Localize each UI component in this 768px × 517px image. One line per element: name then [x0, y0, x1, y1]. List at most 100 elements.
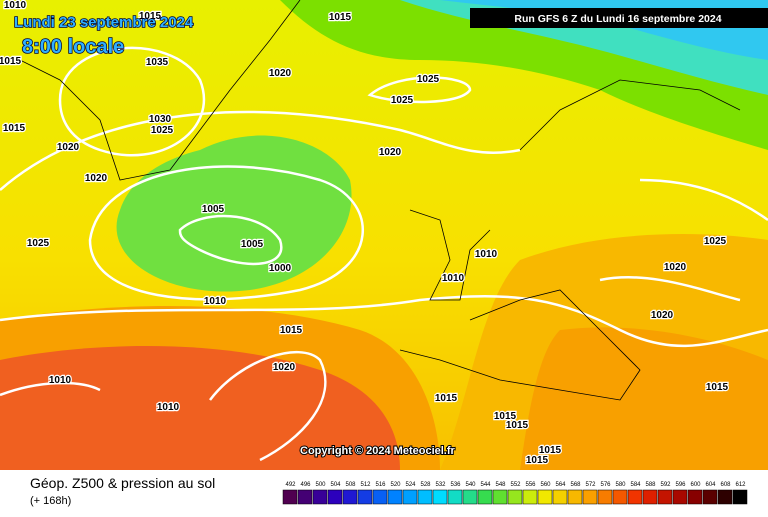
scale-swatch — [717, 489, 733, 505]
scale-swatch — [582, 489, 598, 505]
scale-label: 536 — [450, 482, 461, 488]
isobar-label: 1000 — [269, 263, 292, 274]
isobar — [0, 381, 101, 397]
copyright: Copyright © 2024 Meteociel.fr — [300, 445, 456, 457]
scale-swatch — [702, 489, 718, 505]
scale-label: 516 — [375, 482, 386, 488]
isobar-label: 1010 — [442, 273, 465, 284]
scale-label: 520 — [390, 482, 401, 488]
isobar-label: 1015 — [539, 445, 562, 456]
orange-south-field — [520, 327, 768, 470]
scale-swatch — [732, 489, 748, 505]
scale-swatch — [282, 489, 298, 505]
isobar-label: 1020 — [379, 147, 402, 158]
isobar — [367, 76, 472, 104]
isobar-label: 1020 — [57, 142, 80, 153]
isobar — [178, 214, 283, 266]
scale-swatch — [477, 489, 493, 505]
isobar-label: 1035 — [146, 57, 169, 68]
scale-swatch — [687, 489, 703, 505]
scale-swatch — [327, 489, 343, 505]
scale-label: 592 — [660, 482, 671, 488]
local-time: 8:00 locale — [22, 36, 124, 58]
scale-label: 556 — [525, 482, 536, 488]
isobar — [599, 276, 741, 302]
scale-swatch — [522, 489, 538, 505]
isobar — [209, 350, 327, 462]
scale-swatch — [552, 489, 568, 505]
scale-swatch — [627, 489, 643, 505]
coastline — [19, 0, 301, 181]
isobar-label: 1015 — [494, 411, 517, 422]
isobar-label: 1015 — [3, 123, 26, 134]
isobar-label: 1015 — [506, 420, 529, 431]
scale-label: 604 — [705, 482, 716, 488]
scale-label: 548 — [495, 482, 506, 488]
isobar — [0, 295, 768, 348]
isobar-label: 1025 — [704, 236, 727, 247]
coastline — [399, 289, 641, 401]
scale-swatch — [312, 489, 328, 505]
scale-label: 584 — [630, 482, 641, 488]
isobar-label: 1020 — [273, 362, 296, 373]
isobar-label: 1020 — [664, 262, 687, 273]
scale-swatch — [537, 489, 553, 505]
scale-label: 560 — [540, 482, 551, 488]
scale-swatch — [672, 489, 688, 505]
scale-label: 596 — [675, 482, 686, 488]
isobar-label: 1010 — [204, 296, 227, 307]
scale-label: 600 — [690, 482, 701, 488]
scale-label: 544 — [480, 482, 491, 488]
scale-swatch — [567, 489, 583, 505]
isobar-label: 1025 — [391, 95, 414, 106]
coastline — [409, 209, 491, 301]
scale-label: 564 — [555, 482, 566, 488]
isobar — [639, 178, 768, 222]
scale-swatch — [297, 489, 313, 505]
isobar-label: 1020 — [269, 68, 292, 79]
run-box — [470, 8, 768, 28]
coastlines — [19, 0, 741, 401]
footer-lead: (+ 168h) — [30, 495, 71, 507]
scale-swatch — [417, 489, 433, 505]
isobar-label: 1015 — [435, 393, 458, 404]
isobar-label: 1005 — [202, 204, 225, 215]
scale-swatch — [447, 489, 463, 505]
scale-label: 576 — [600, 482, 611, 488]
scale-label: 496 — [300, 482, 311, 488]
scale-swatch — [507, 489, 523, 505]
isobar-label: 1015 — [0, 56, 22, 67]
scale-label: 504 — [330, 482, 341, 488]
coastline — [519, 79, 741, 151]
isobar — [0, 110, 521, 191]
scale-swatch — [372, 489, 388, 505]
scale-label: 492 — [285, 482, 296, 488]
scale-swatch — [642, 489, 658, 505]
isobar-label: 1025 — [27, 238, 50, 249]
scale-label: 540 — [465, 482, 476, 488]
isobar-label: 1015 — [139, 11, 162, 22]
scale-label: 608 — [720, 482, 731, 488]
scale-swatch — [597, 489, 613, 505]
scale-swatch — [462, 489, 478, 505]
low-pressure-field — [116, 135, 352, 292]
color-scale: 492 496 500 504 508 512 516 520 524 528 532 536 540 5… — [282, 482, 748, 505]
scale-label: 572 — [585, 482, 596, 488]
scale-label: 588 — [645, 482, 656, 488]
scale-label: 552 — [510, 482, 521, 488]
isobar-label: 1020 — [85, 173, 108, 184]
scale-label: 612 — [735, 482, 746, 488]
isobar-label: 1010 — [49, 375, 72, 386]
scale-swatch — [387, 489, 403, 505]
isobar-label: 1010 — [157, 402, 180, 413]
isobar-label: 1020 — [651, 310, 674, 321]
scale-swatch — [402, 489, 418, 505]
scale-swatch — [357, 489, 373, 505]
isobar-label: 1015 — [329, 12, 352, 23]
isobar-label: 1010 — [4, 0, 27, 11]
scale-label: 532 — [435, 482, 446, 488]
scale-swatch — [657, 489, 673, 505]
isobar-label: 1025 — [417, 74, 440, 85]
